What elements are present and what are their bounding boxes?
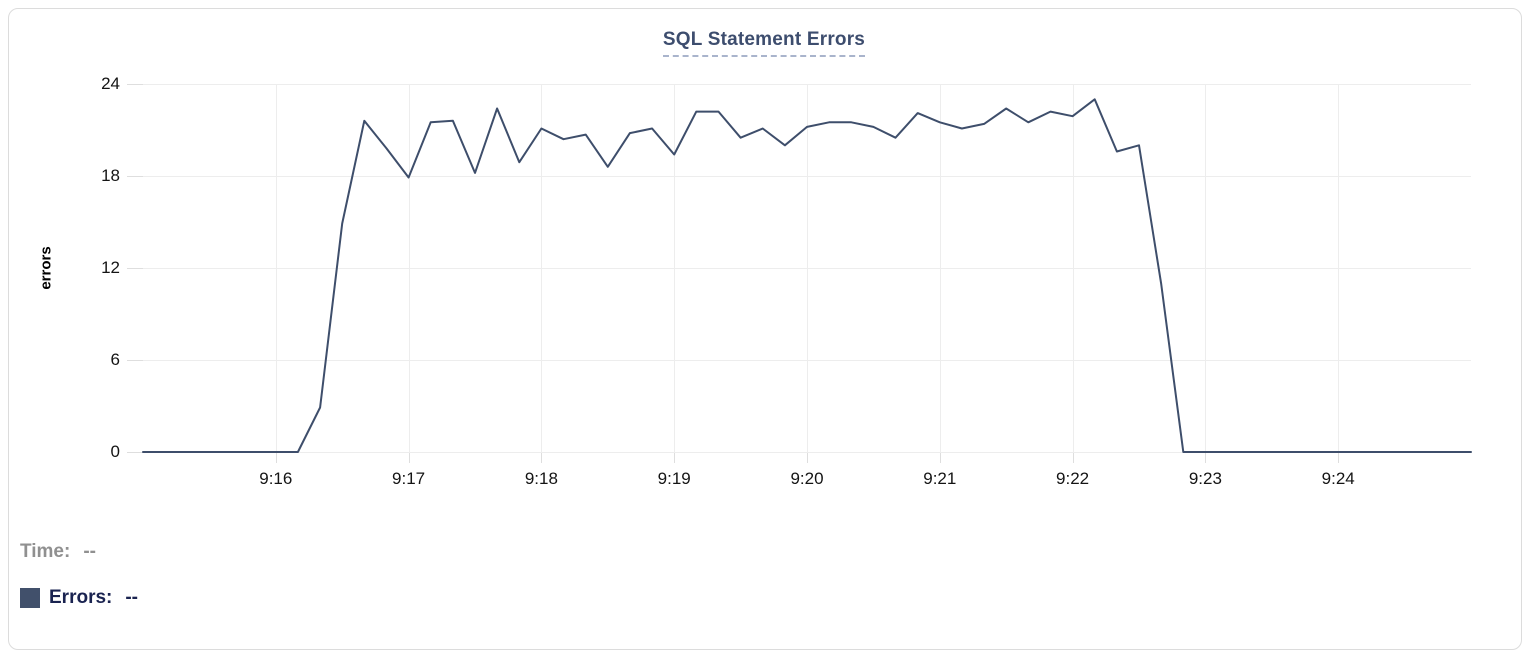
x-tick-mark [939,453,941,463]
x-tick-mark [674,453,676,463]
y-tick-label: 0 [110,442,120,461]
x-tick-label: 9:19 [657,469,691,488]
legend-time-label: Time: [20,541,71,562]
chart-title[interactable]: SQL Statement Errors [662,29,866,57]
gridline-vertical [541,84,543,452]
y-tick-mark [127,84,143,85]
x-tick-label: 9:22 [1056,469,1090,488]
y-tick-label: 24 [101,74,120,93]
gridline-vertical [807,84,808,452]
x-tick-mark [1338,453,1340,463]
y-tick-label: 18 [101,166,120,185]
x-tick-label: 9:24 [1321,469,1355,488]
x-tick-mark [1072,453,1074,463]
legend-errors-label: Errors: [49,587,113,608]
y-tick-mark [127,360,143,361]
y-tick-mark [127,176,143,177]
y-tick-mark [127,268,143,269]
legend-errors-row[interactable]: Errors: -- [20,586,138,610]
x-tick-mark [541,453,543,463]
errors-line[interactable] [142,98,1472,453]
y-tick-mark [127,452,143,453]
y-tick-label: 6 [110,350,120,369]
gridline-vertical [408,84,410,452]
gridline-vertical [939,84,941,452]
chart-header: SQL Statement Errors [0,29,1528,57]
gridline-vertical [275,84,277,452]
x-tick-label: 9:21 [923,469,957,488]
legend-errors-value: -- [125,587,139,608]
chart-card [8,8,1522,650]
errors-series-swatch[interactable] [20,588,40,608]
gridline-horizontal [143,452,1471,453]
gridline-vertical [1338,84,1340,452]
x-tick-mark [1205,453,1207,463]
gridline-vertical [674,84,676,452]
plot-area[interactable] [142,84,1472,453]
x-tick-label: 9:17 [392,469,426,488]
gridline-vertical [1072,84,1074,452]
y-tick-label: 12 [101,258,120,277]
legend-time-row: Time: -- [20,540,96,564]
x-tick-label: 9:16 [259,469,293,488]
x-tick-mark [807,453,808,463]
x-tick-label: 9:20 [790,469,824,488]
x-tick-mark [275,453,277,463]
x-tick-mark [408,453,410,463]
x-tick-label: 9:18 [524,469,558,488]
x-tick-label: 9:23 [1188,469,1222,488]
gridline-vertical [1205,84,1207,452]
legend-time-value: -- [83,541,96,562]
